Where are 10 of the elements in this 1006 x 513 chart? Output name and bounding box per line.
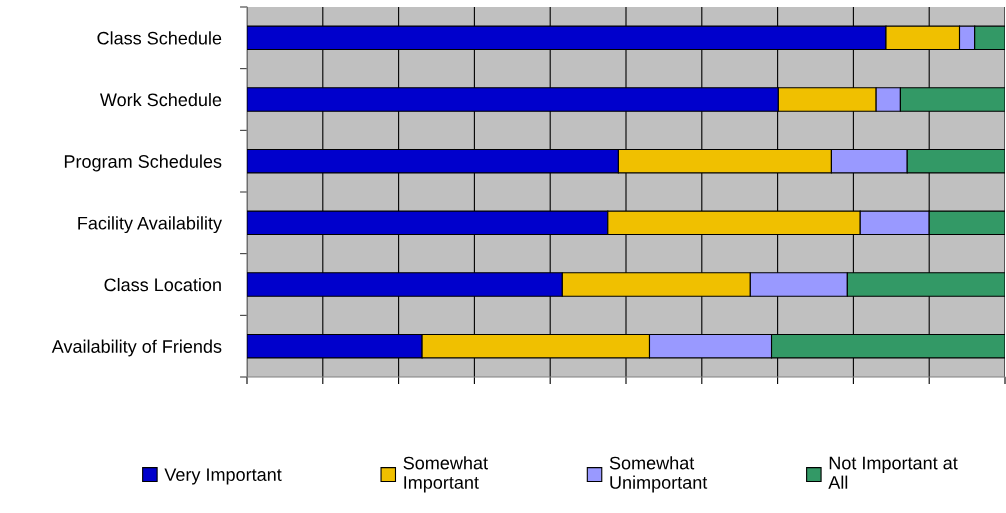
y-tick-label: Availability of Friends <box>51 339 222 357</box>
y-tick-label: Work Schedule <box>99 92 222 107</box>
legend-label: Somewhat Unimportant <box>609 456 708 493</box>
legend-label: Somewhat Important <box>403 456 488 493</box>
y-tick-label: Class Location <box>104 277 221 292</box>
legend-label: Very Important <box>164 468 282 485</box>
legend-label: Not Important at All <box>828 456 958 489</box>
y-tick-label: Class Schedule <box>97 31 222 45</box>
y-tick-label: Facility Availability <box>78 216 222 234</box>
y-tick-label: Program Schedules <box>64 154 222 172</box>
